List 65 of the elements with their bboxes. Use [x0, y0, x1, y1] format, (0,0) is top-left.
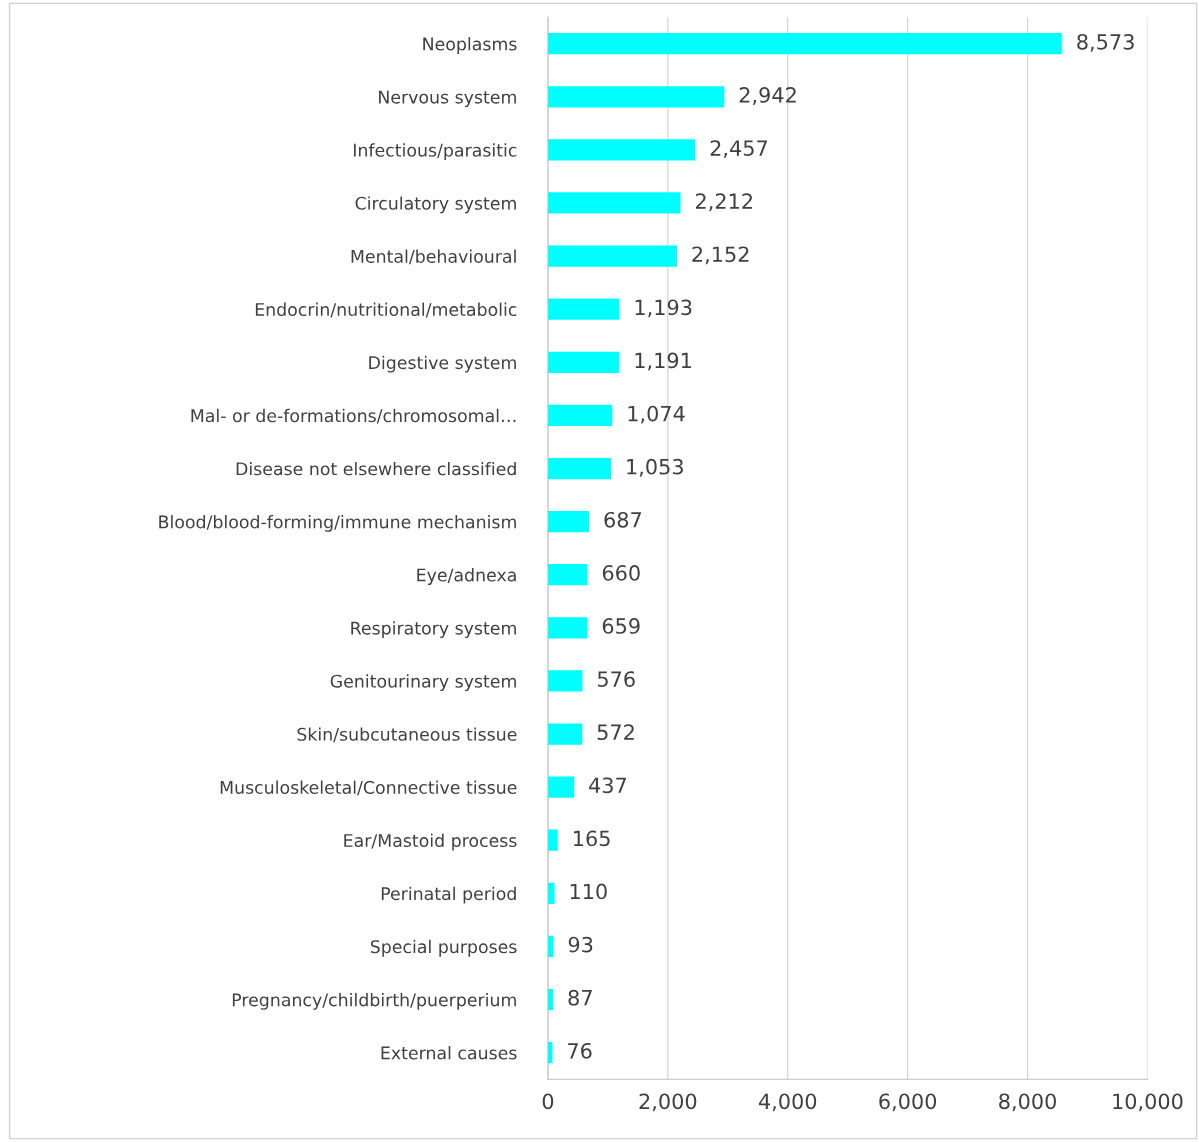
data-label: 1,074 [628, 405, 685, 424]
bar [547, 298, 620, 320]
y-tick-label: Mal- or de-formations/chromosomal… [191, 408, 516, 424]
y-tick-label: Circulatory system [355, 196, 516, 214]
y-tick-label: Genitourinary system [330, 674, 516, 692]
y-tick-label: Disease not elsewhere classified [236, 461, 516, 476]
y-tick-label: Endocrin/nutritional/metabolic [255, 302, 517, 318]
data-label: 572 [597, 724, 634, 741]
bar [547, 245, 677, 267]
data-label: 687 [604, 511, 641, 528]
y-tick-label: Blood/blood-forming/immune mechanism [159, 515, 516, 532]
bar [547, 988, 554, 1011]
y-tick-label: External causes [381, 1046, 517, 1060]
data-label: 2,457 [710, 140, 767, 159]
x-tick-label: 8,000 [999, 1093, 1056, 1112]
data-label: 2,212 [695, 193, 752, 212]
x-tick-label: 10,000 [1113, 1093, 1183, 1112]
y-tick-label: Infectious/parasitic [354, 143, 517, 161]
data-label: 660 [602, 565, 640, 581]
data-label: 576 [597, 671, 635, 687]
y-tick-label: Musculoskeletal/Connective tissue [220, 780, 517, 796]
bar [547, 670, 583, 692]
y-tick-label: Digestive system [369, 355, 516, 373]
data-label: 2,152 [692, 246, 749, 265]
bar [547, 723, 583, 745]
data-label: 8,573 [1077, 33, 1134, 52]
y-tick-label: Respiratory system [351, 621, 516, 639]
bar [547, 935, 554, 958]
bar [547, 404, 613, 427]
bar [547, 192, 681, 214]
data-label: 76 [568, 1042, 592, 1059]
data-label: 1,193 [635, 299, 692, 318]
bar [547, 564, 588, 586]
y-tick-label: Neoplasms [423, 37, 517, 54]
y-tick-label: Mental/behavioural [351, 249, 516, 265]
data-label: 437 [589, 777, 627, 794]
bar [547, 33, 1062, 55]
bar [547, 617, 588, 639]
y-tick-label: Special purposes [370, 939, 517, 957]
data-label: 93 [568, 936, 593, 953]
bar [547, 139, 696, 161]
bar [547, 829, 558, 851]
data-label: 165 [574, 830, 610, 847]
data-label: 659 [602, 618, 640, 634]
bar [547, 510, 590, 533]
bar [547, 882, 555, 904]
x-tick-label: 6,000 [879, 1093, 937, 1112]
data-label: 1,191 [635, 352, 691, 371]
bar [547, 776, 575, 798]
y-tick-label: Ear/Mastoid process [344, 833, 517, 851]
y-tick-label: Eye/adnexa [417, 568, 516, 585]
data-label: 2,942 [739, 87, 796, 105]
data-label: 110 [570, 883, 607, 900]
data-label: 87 [568, 989, 592, 1006]
x-tick-label: 0 [542, 1093, 554, 1110]
y-tick-label: Perinatal period [381, 886, 516, 904]
bar [547, 351, 620, 373]
y-tick-label: Skin/subcutaneous tissue [297, 727, 517, 743]
y-tick-label: Nervous system [379, 90, 516, 107]
data-label: 1,053 [627, 458, 683, 477]
x-tick-label: 2,000 [639, 1093, 697, 1112]
y-tick-label: Pregnancy/childbirth/puerperium [232, 992, 516, 1010]
bar [547, 86, 725, 108]
x-tick-label: 4,000 [758, 1093, 817, 1112]
bar [547, 457, 612, 480]
